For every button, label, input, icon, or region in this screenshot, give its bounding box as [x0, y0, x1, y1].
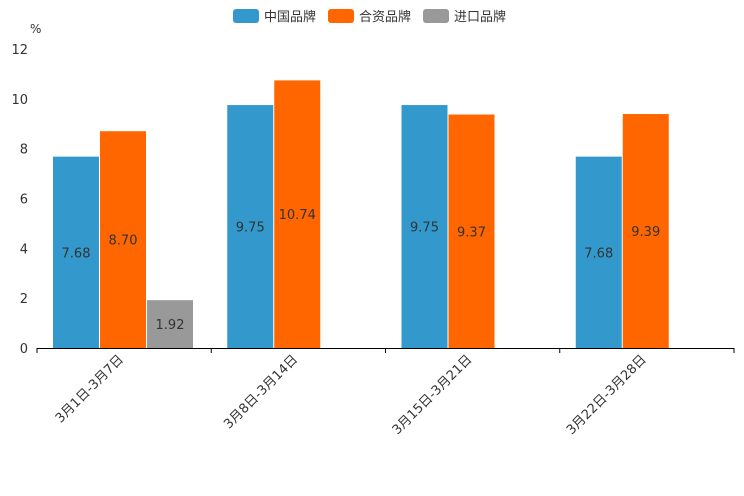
legend-item-1[interactable]: 合资品牌: [328, 9, 411, 25]
data-label: 9.75: [410, 221, 439, 236]
y-tick-label: 12: [11, 43, 28, 58]
y-tick-label: 4: [20, 242, 28, 257]
legend-item-2[interactable]: 进口品牌: [423, 9, 506, 25]
legend-label: 中国品牌: [264, 9, 316, 25]
data-label: 9.75: [236, 221, 265, 236]
bars: 7.68 8.70 1.92 9.75 10.74 9.75 9.37 7.68 9.39: [53, 80, 669, 349]
bar-1-1[interactable]: [274, 80, 321, 349]
data-label: 9.37: [457, 225, 486, 240]
legend-label: 进口品牌: [454, 9, 506, 25]
data-label: 1.92: [156, 318, 185, 333]
y-tick-label: 2: [20, 292, 28, 307]
data-label: 7.68: [62, 246, 91, 261]
x-tick-label: 3月1日-3月7日: [53, 352, 127, 426]
x-axis: 3月1日-3月7日 3月8日-3月14日 3月15日-3月21日 3月22日-3月28…: [36, 348, 735, 438]
legend-swatch: [423, 9, 449, 23]
category-group-2: 9.75 9.37: [401, 105, 495, 349]
y-axis-unit-label: %: [30, 22, 41, 36]
data-label: 7.68: [584, 246, 613, 261]
bar-0-1[interactable]: [227, 105, 274, 348]
y-tick-label: 0: [20, 342, 28, 357]
data-label: 9.39: [631, 225, 660, 240]
bar-1-3[interactable]: [622, 114, 669, 348]
category-group-3: 7.68 9.39: [575, 114, 669, 348]
y-tick-label: 6: [20, 193, 28, 208]
data-label: 10.74: [279, 208, 316, 223]
category-group-1: 9.75 10.74: [227, 80, 321, 349]
x-tick-label: 3月15日-3月21日: [390, 352, 476, 438]
bar-2-0[interactable]: [147, 300, 193, 348]
y-axis: 0 2 4 6 8 10 12: [11, 43, 28, 357]
bar-0-0[interactable]: [53, 156, 99, 348]
data-label: 8.70: [109, 234, 138, 249]
bar-1-0[interactable]: [100, 131, 146, 348]
x-tick-label: 3月22日-3月28日: [564, 352, 650, 438]
legend-item-0[interactable]: 中国品牌: [233, 9, 316, 25]
bar-1-2[interactable]: [448, 114, 495, 349]
category-group-0: 7.68 8.70 1.92: [53, 131, 193, 348]
x-tick-label: 3月8日-3月14日: [221, 352, 301, 432]
legend-label: 合资品牌: [359, 9, 411, 25]
y-tick-label: 8: [20, 143, 28, 158]
legend-swatch: [328, 9, 354, 23]
y-tick-label: 10: [11, 93, 28, 108]
bar-0-3[interactable]: [575, 156, 622, 348]
bar-0-2[interactable]: [401, 105, 448, 348]
legend: 中国品牌 合资品牌 进口品牌: [233, 9, 506, 25]
legend-swatch: [233, 9, 259, 23]
